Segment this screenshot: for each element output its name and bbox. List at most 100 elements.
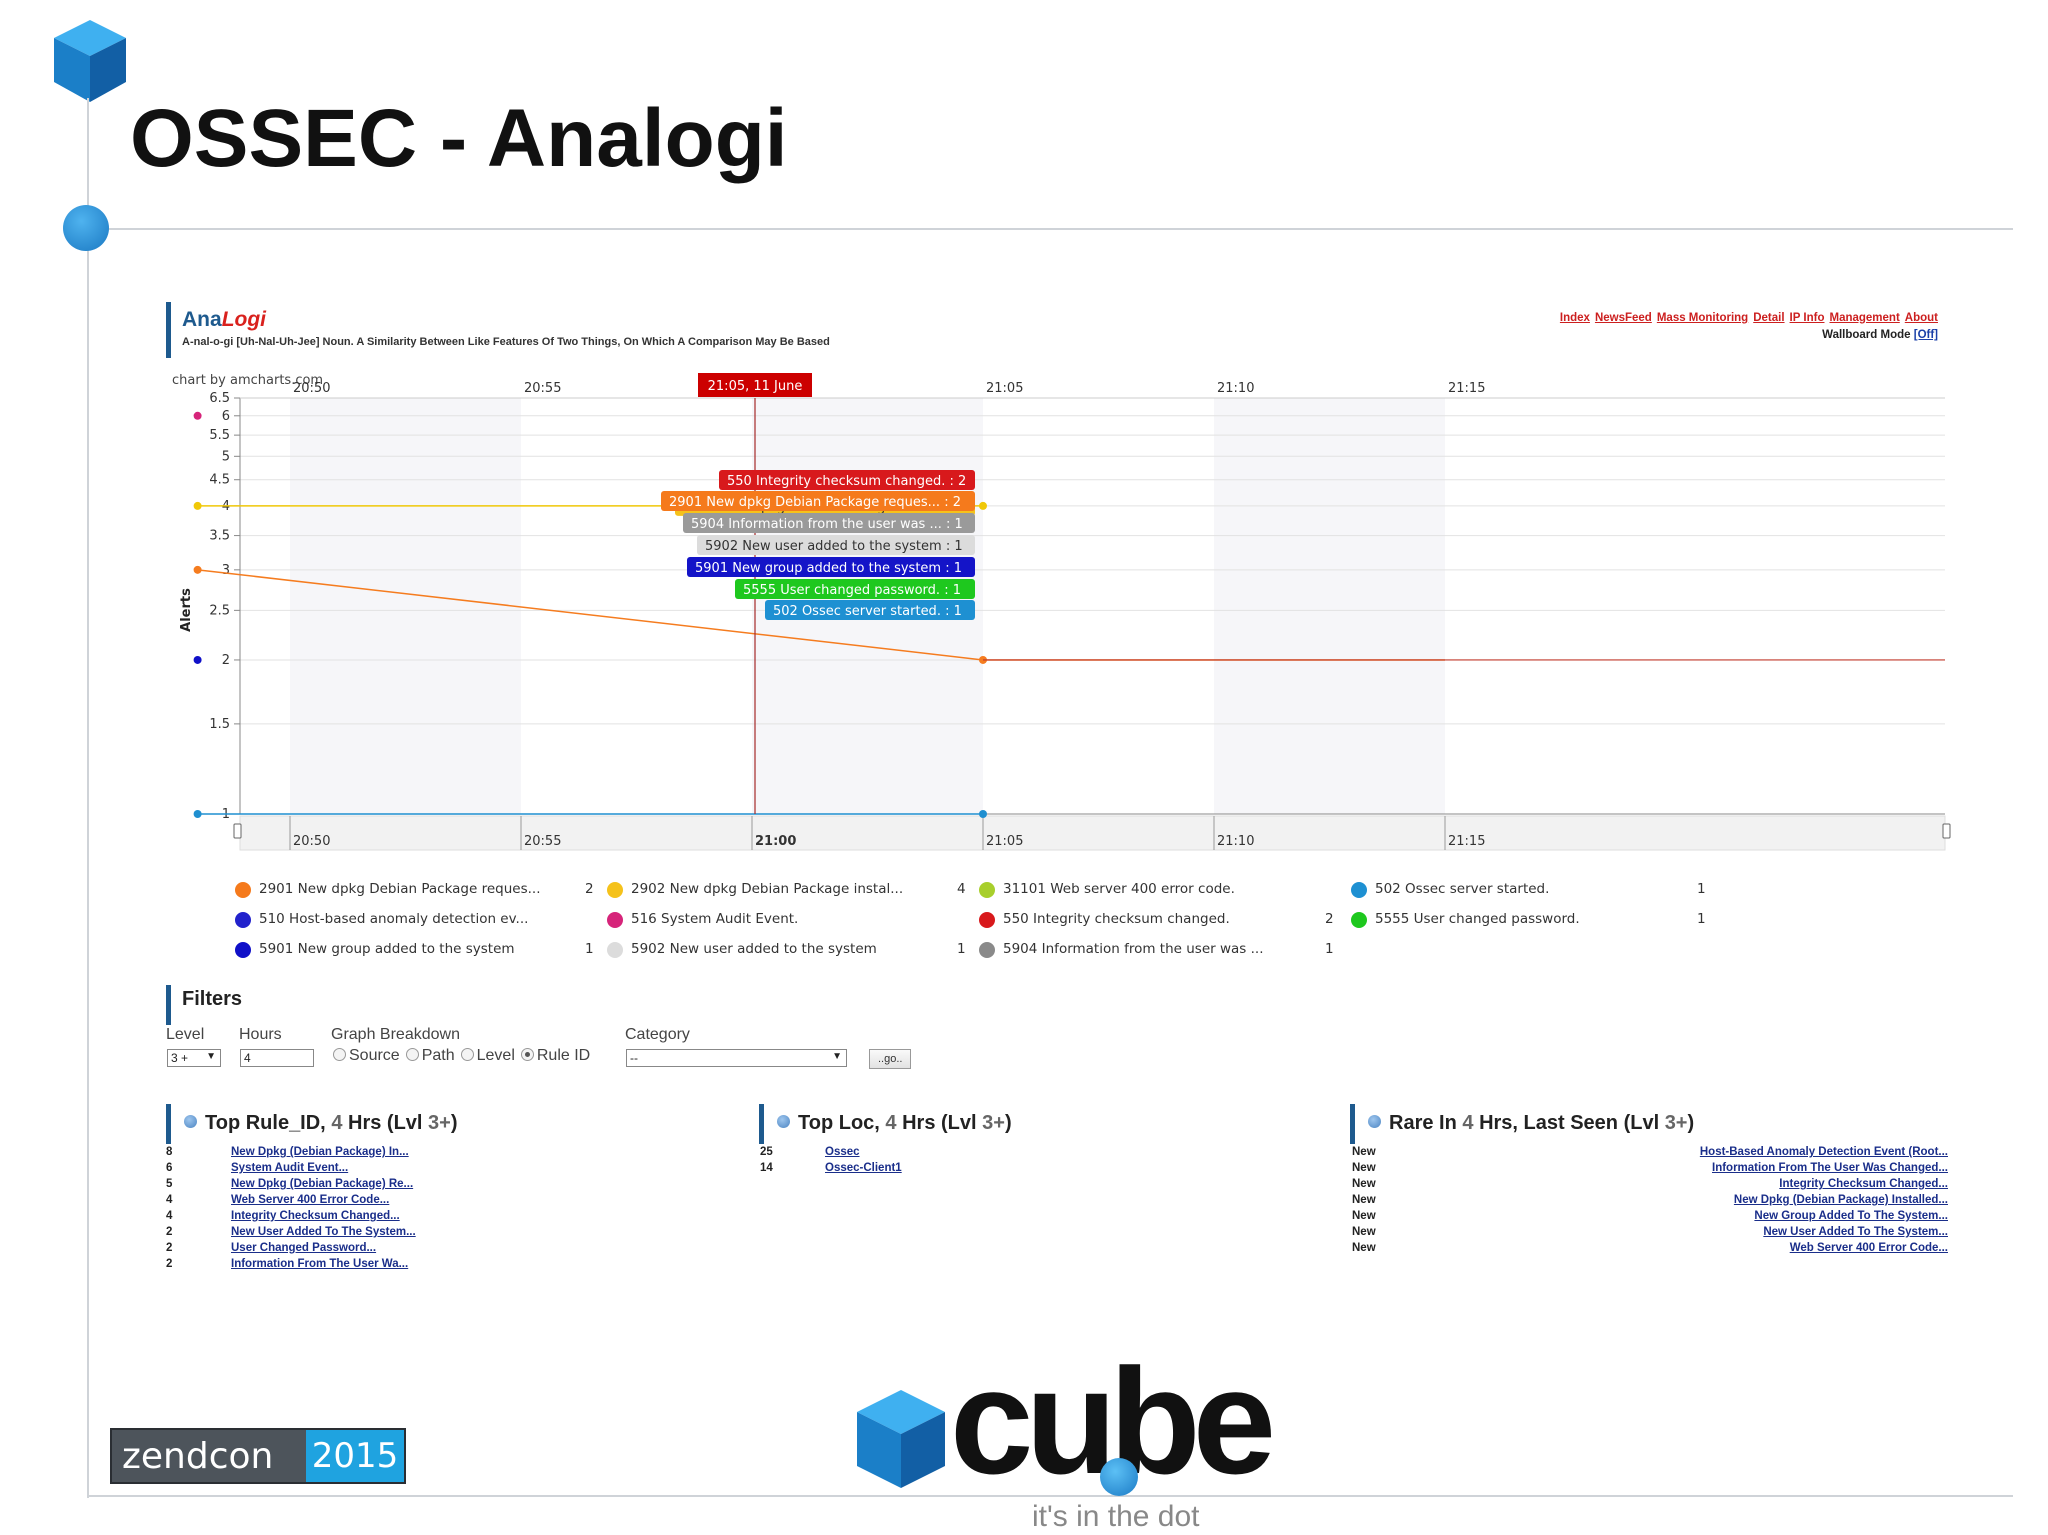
graph-breakdown-label: Graph Breakdown bbox=[331, 1026, 460, 1043]
table-row: New Integrity Checksum Changed... bbox=[1352, 1178, 1948, 1193]
legend-value: 1 bbox=[585, 941, 594, 957]
wallboard-toggle-link[interactable]: [Off] bbox=[1913, 329, 1938, 341]
row-link[interactable]: Web Server 400 Error Code... bbox=[231, 1194, 390, 1206]
slide-title: OSSEC - Analogi bbox=[130, 93, 788, 184]
legend-item[interactable]: 5901 New group added to the system 1 bbox=[235, 940, 605, 960]
go-button[interactable]: ..go.. bbox=[869, 1049, 912, 1069]
top-nav: Index NewsFeed Mass Monitoring Detail IP Inf… bbox=[1555, 312, 1938, 324]
data-point[interactable] bbox=[979, 501, 987, 510]
row-count: 6 bbox=[166, 1162, 173, 1174]
rare-table: New Host-Based Anomaly Detection Event (R… bbox=[1352, 1146, 1948, 1266]
category-label: Category bbox=[625, 1026, 690, 1043]
row-count: 2 bbox=[166, 1226, 173, 1238]
scrollbar-handle-left-icon[interactable] bbox=[233, 823, 242, 839]
legend-item[interactable]: 5555 User changed password. 1 bbox=[1351, 910, 1717, 930]
row-count: 2 bbox=[166, 1258, 173, 1270]
info-icon[interactable] bbox=[777, 1115, 790, 1128]
legend-item[interactable]: 510 Host-based anomaly detection ev... bbox=[235, 910, 605, 930]
chart-balloon-label: 5902 New user added to the system : 1 bbox=[705, 539, 963, 554]
legend-item[interactable]: 5902 New user added to the system 1 bbox=[607, 940, 977, 960]
table-row: 25 Ossec bbox=[760, 1146, 1180, 1161]
legend-marker-icon bbox=[235, 942, 251, 958]
info-icon[interactable] bbox=[1368, 1115, 1381, 1128]
row-link[interactable]: New Dpkg (Debian Package) Installed... bbox=[1733, 1194, 1948, 1206]
level-select[interactable]: 3 + ▼ bbox=[167, 1049, 221, 1067]
cursor-date-badge bbox=[698, 373, 812, 397]
row-link[interactable]: New User Added To The System... bbox=[231, 1226, 416, 1238]
row-link[interactable]: New Dpkg (Debian Package) Re... bbox=[231, 1178, 414, 1190]
y-tick-label: 3 bbox=[222, 563, 230, 578]
row-link[interactable]: Host-Based Anomaly Detection Event (Root… bbox=[1699, 1146, 1948, 1158]
row-link[interactable]: Integrity Checksum Changed... bbox=[1779, 1178, 1948, 1190]
row-link[interactable]: New Dpkg (Debian Package) In... bbox=[231, 1146, 409, 1158]
row-count: New bbox=[1352, 1242, 1376, 1254]
radio-label-path: Path bbox=[421, 1047, 455, 1064]
scrollbar-handle-right-icon[interactable] bbox=[1942, 823, 1951, 839]
radio-path[interactable] bbox=[405, 1048, 419, 1061]
x-tick-label-bottom: 21:10 bbox=[1217, 834, 1254, 849]
row-link[interactable]: Integrity Checksum Changed... bbox=[231, 1210, 400, 1222]
row-link[interactable]: System Audit Event... bbox=[231, 1162, 349, 1174]
row-link[interactable]: Ossec-Client1 bbox=[825, 1162, 902, 1174]
table-row: New Host-Based Anomaly Detection Event (R… bbox=[1352, 1146, 1948, 1161]
legend-marker-icon bbox=[979, 942, 995, 958]
data-point[interactable] bbox=[979, 810, 987, 818]
chevron-down-icon: ▼ bbox=[832, 1051, 842, 1062]
zendcon-year: 2015 bbox=[306, 1430, 404, 1482]
data-point[interactable] bbox=[193, 810, 202, 818]
radio-level[interactable] bbox=[460, 1048, 474, 1061]
row-link[interactable]: User Changed Password... bbox=[231, 1242, 377, 1254]
nav-link-index[interactable]: Index bbox=[1559, 312, 1590, 324]
chart-balloon bbox=[765, 600, 975, 620]
level-label: Level bbox=[166, 1026, 205, 1043]
legend-item[interactable]: 2901 New dpkg Debian Package reques... 2 bbox=[235, 880, 605, 900]
nav-link-mass-monitoring[interactable]: Mass Monitoring bbox=[1656, 312, 1749, 324]
nav-link-ip-info[interactable]: IP Info bbox=[1789, 312, 1825, 324]
data-point[interactable] bbox=[193, 501, 202, 510]
hours-input[interactable]: 4 bbox=[240, 1049, 314, 1067]
data-point[interactable] bbox=[193, 565, 202, 574]
nav-link-newsfeed[interactable]: NewsFeed bbox=[1594, 312, 1652, 324]
category-select[interactable]: -- ▼ bbox=[626, 1049, 847, 1067]
nav-link-detail[interactable]: Detail bbox=[1753, 312, 1785, 324]
legend-item[interactable]: 516 System Audit Event. bbox=[607, 910, 977, 930]
data-point[interactable] bbox=[193, 655, 202, 664]
x-tick-label-top: 21:15 bbox=[1448, 381, 1485, 396]
y-tick-label: 6 bbox=[222, 409, 230, 424]
app-logo[interactable]: AnaLogi bbox=[182, 308, 266, 332]
data-point[interactable] bbox=[193, 411, 202, 420]
row-link[interactable]: New User Added To The System... bbox=[1763, 1226, 1948, 1238]
top-loc-title-c: ) bbox=[1004, 1112, 1012, 1134]
rare-hours: 4 bbox=[1462, 1112, 1474, 1134]
legend-item[interactable]: 502 Ossec server started. 1 bbox=[1351, 880, 1717, 900]
zendcon-word: zendcon bbox=[122, 1436, 274, 1477]
legend-item[interactable]: 5904 Information from the user was ... 1 bbox=[979, 940, 1345, 960]
y-tick-label: 3.5 bbox=[209, 529, 230, 544]
wallboard-label: Wallboard Mode bbox=[1822, 329, 1911, 341]
legend-marker-icon bbox=[979, 912, 995, 928]
row-count: New bbox=[1352, 1194, 1376, 1206]
row-count: New bbox=[1352, 1210, 1376, 1222]
row-link[interactable]: Information From The User Was Changed... bbox=[1712, 1162, 1948, 1174]
cube-brand-icon bbox=[855, 1388, 947, 1490]
legend-item[interactable]: 550 Integrity checksum changed. 2 bbox=[979, 910, 1345, 930]
radio-source[interactable] bbox=[333, 1048, 346, 1061]
nav-link-about[interactable]: About bbox=[1904, 312, 1938, 324]
chart-balloon-label: 5901 New group added to the system : 1 bbox=[695, 561, 962, 576]
row-link[interactable]: New Group Added To The System... bbox=[1754, 1210, 1948, 1222]
row-link[interactable]: Ossec bbox=[825, 1146, 860, 1158]
x-tick-label-bottom: 20:55 bbox=[524, 834, 561, 849]
info-icon[interactable] bbox=[184, 1115, 197, 1128]
row-link[interactable]: Information From The User Wa... bbox=[231, 1258, 409, 1270]
legend-item[interactable]: 2902 New dpkg Debian Package instal... 4 bbox=[607, 880, 977, 900]
app-logo-part-b: Logi bbox=[221, 308, 267, 331]
row-link[interactable]: Web Server 400 Error Code... bbox=[1789, 1242, 1948, 1254]
legend-label: 2902 New dpkg Debian Package instal... bbox=[631, 881, 904, 897]
y-tick-label: 2 bbox=[222, 653, 230, 668]
radio-rule-id[interactable] bbox=[520, 1048, 534, 1061]
legend-item[interactable]: 31101 Web server 400 error code. bbox=[979, 880, 1345, 900]
table-row: New New User Added To The System... bbox=[1352, 1226, 1948, 1241]
chart-scrollbar[interactable] bbox=[239, 815, 1946, 851]
nav-link-management[interactable]: Management bbox=[1829, 312, 1900, 324]
